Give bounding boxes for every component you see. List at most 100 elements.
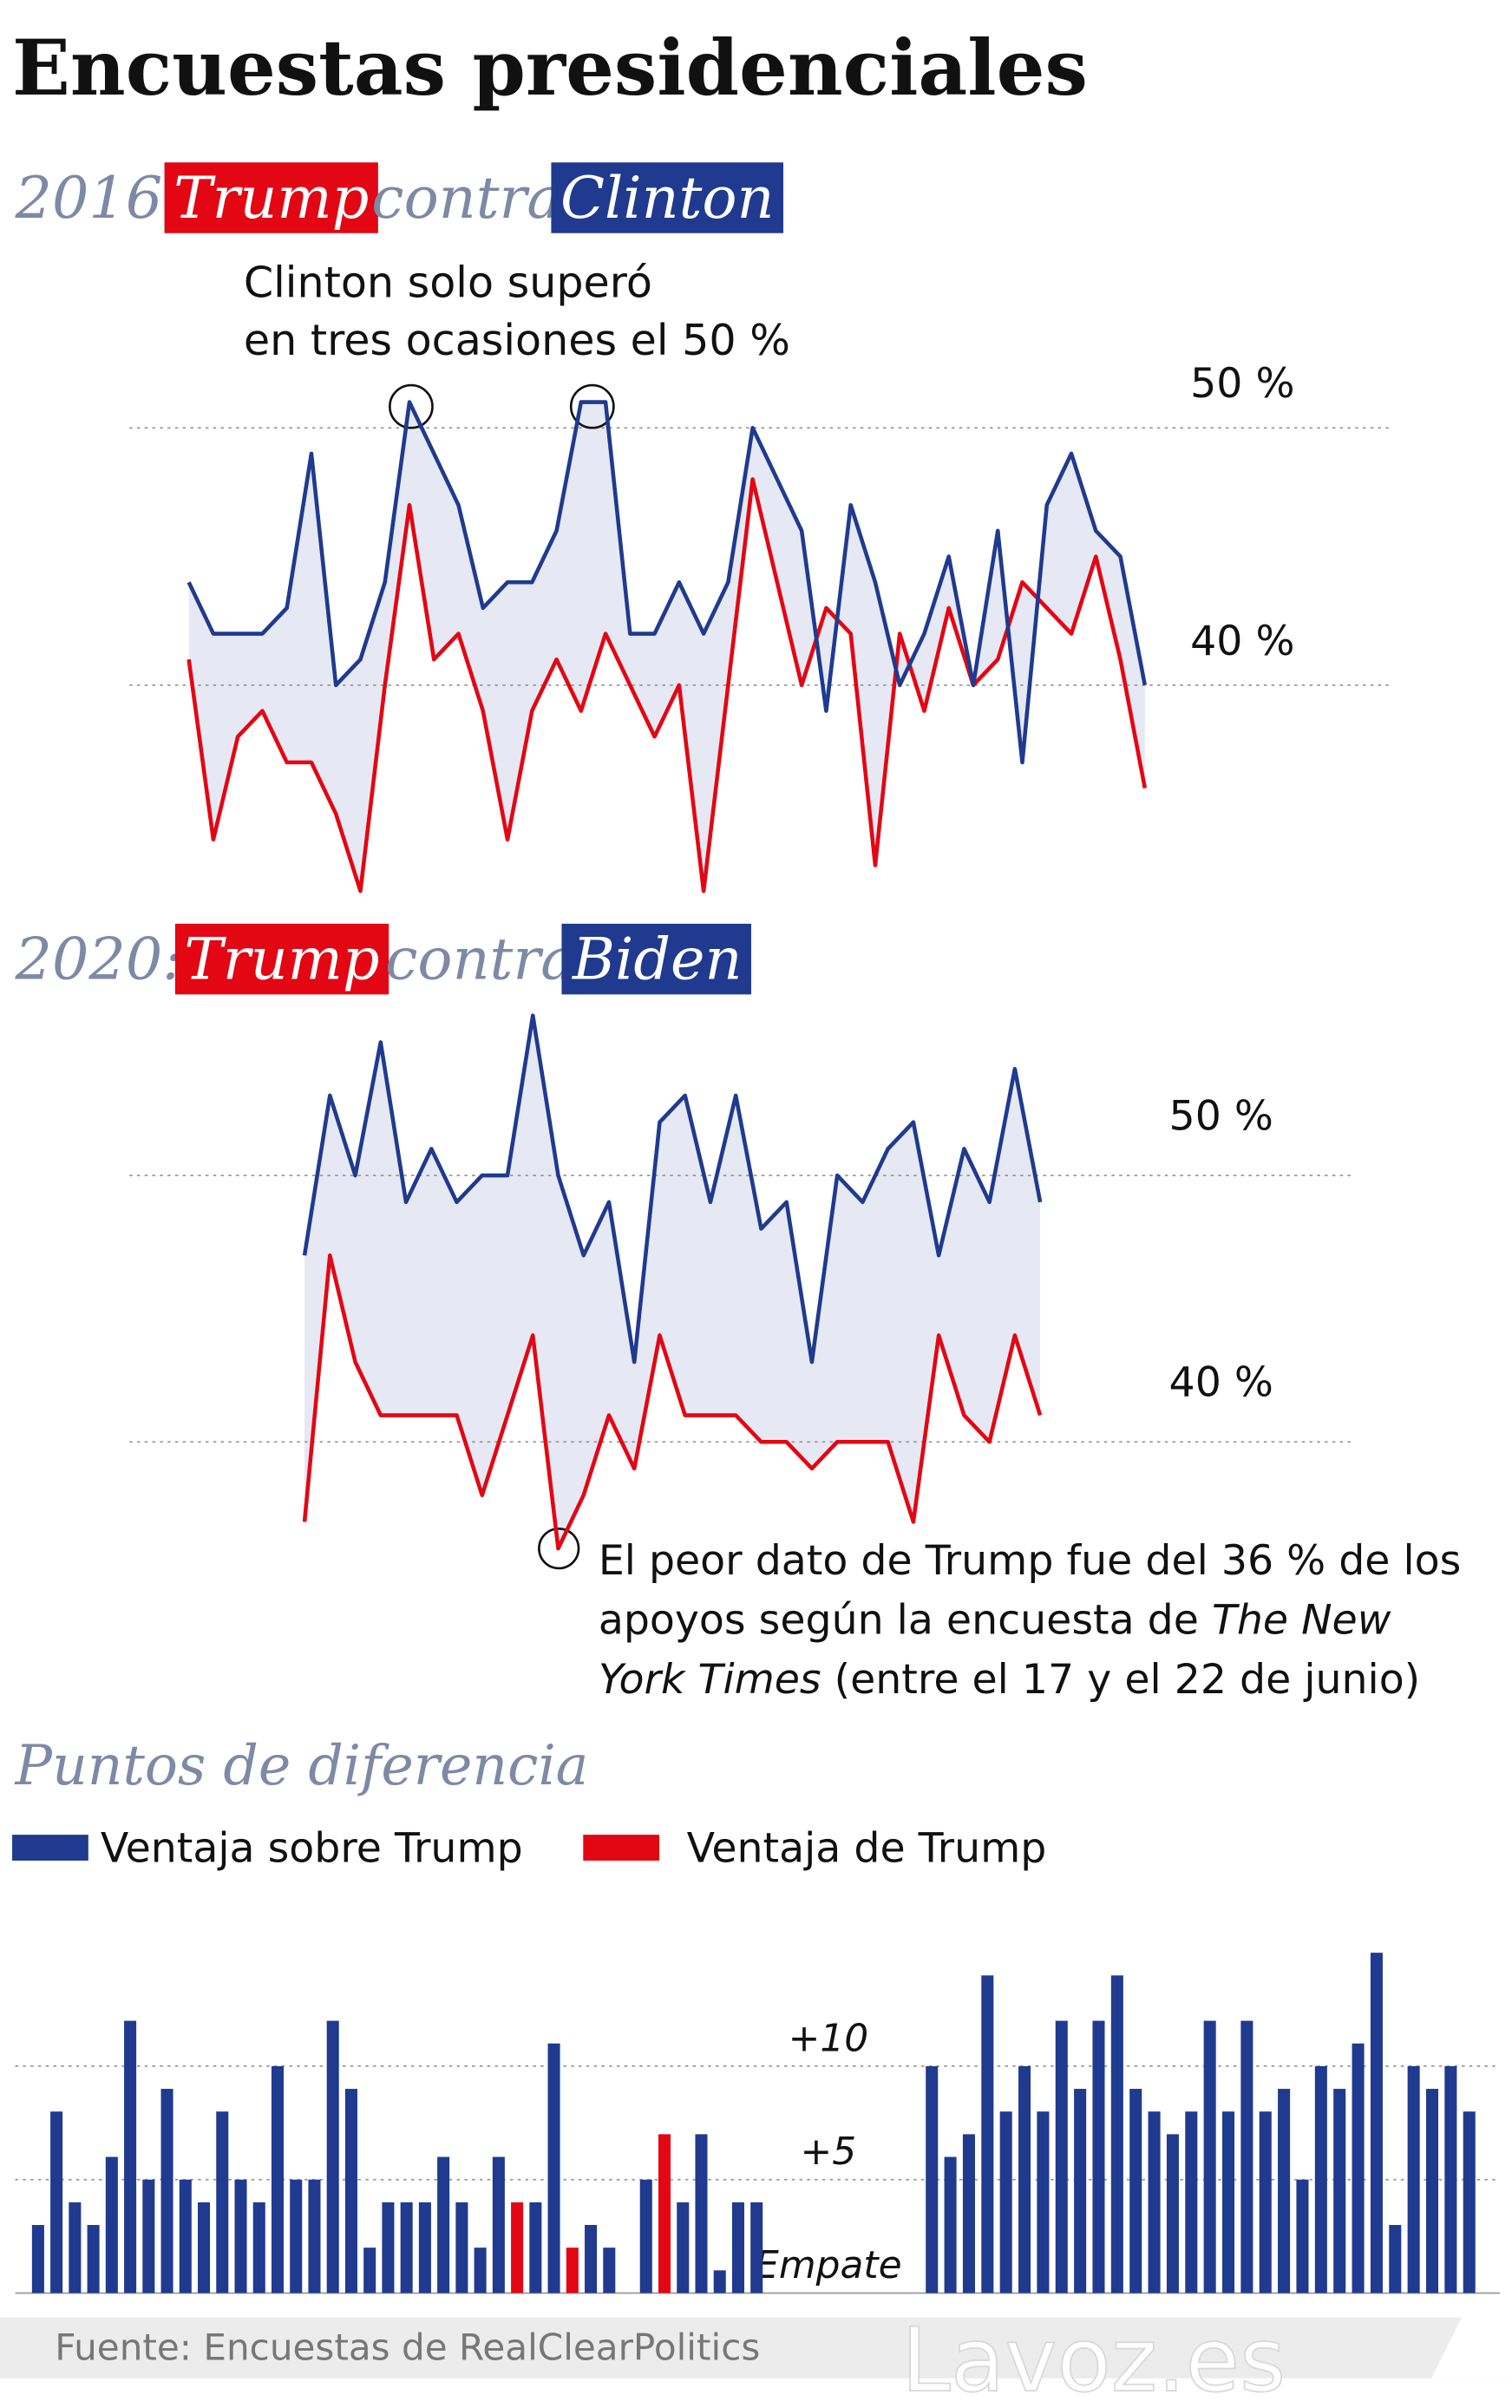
bar [437, 2156, 450, 2293]
bar [547, 2043, 560, 2293]
bar [1203, 2020, 1216, 2293]
bar [142, 2179, 155, 2293]
bar [1425, 2089, 1439, 2293]
bar [713, 2270, 726, 2293]
bar [1444, 2065, 1457, 2293]
annotation: Clinton solo superó [244, 257, 652, 307]
bar [455, 2202, 468, 2293]
series-line [302, 1253, 1043, 1551]
legend-swatch [583, 1835, 660, 1861]
bar [400, 2202, 413, 2293]
footer-cut [1430, 2317, 1512, 2379]
legend-entry: Trump [173, 164, 369, 232]
bar [1352, 2043, 1365, 2293]
highlight-circle [389, 383, 434, 429]
bar [1185, 2111, 1198, 2293]
page-title: Encuestas presidenciales [12, 23, 1088, 113]
bar [1259, 2111, 1272, 2293]
legend-entry: Clinton [560, 164, 775, 232]
y-tick-label: Empate [755, 2243, 901, 2287]
bar [216, 2111, 229, 2293]
bar [1074, 2089, 1087, 2293]
bar [252, 2202, 265, 2293]
subtitle-2020: 2020: Trump contra Biden [15, 923, 751, 995]
bar [124, 2020, 137, 2293]
series-line [187, 477, 1148, 893]
legend-entry: Ventaja sobre Trump [101, 1825, 523, 1873]
bar [69, 2202, 82, 2293]
bar [474, 2248, 487, 2293]
bar [981, 1975, 994, 2293]
annotation: en tres ocasiones el 50 % [244, 315, 790, 365]
bar [585, 2225, 598, 2293]
bar [234, 2179, 247, 2293]
bar [344, 2089, 357, 2293]
bar [1018, 2065, 1031, 2293]
bar [603, 2248, 616, 2293]
bar [1110, 1975, 1123, 2293]
legend-box [174, 923, 389, 995]
bar [926, 2065, 939, 2293]
bar [1222, 2111, 1235, 2293]
legend-entry: Trump [184, 926, 379, 993]
bar [31, 2225, 44, 2293]
annotation-part: York Times [599, 1656, 821, 1704]
subtitle-2016: 2016: Trump contra Clinton [15, 162, 784, 233]
bar [658, 2134, 671, 2293]
bar [50, 2111, 63, 2293]
highlight-circle [569, 383, 615, 429]
bar [731, 2202, 744, 2293]
bar [511, 2202, 524, 2293]
bar [962, 2134, 975, 2293]
band-fill [304, 1015, 1041, 1549]
bar [529, 2202, 542, 2293]
logo: Lavoz.es [901, 2310, 1286, 2408]
highlight-circle [538, 1527, 580, 1570]
bar [1148, 2111, 1161, 2293]
bar [1278, 2089, 1291, 2293]
y-tick-label: 40 % [1190, 618, 1294, 665]
y-tick-label: +5 [801, 2130, 857, 2174]
bar [87, 2225, 100, 2293]
bar [1314, 2065, 1327, 2293]
bar [382, 2202, 395, 2293]
bar [308, 2179, 321, 2293]
y-tick-label: 40 % [1169, 1359, 1273, 1407]
legend-swatch [12, 1835, 88, 1861]
bar [418, 2202, 431, 2293]
bar [677, 2202, 690, 2293]
bar [363, 2248, 376, 2293]
bar [1055, 2020, 1068, 2293]
connector: contra [371, 164, 561, 232]
bar [1333, 2089, 1346, 2293]
bar [1370, 1953, 1383, 2293]
bar [160, 2089, 173, 2293]
series-line [187, 400, 1148, 765]
bar [179, 2179, 192, 2293]
chart-title: Puntos de diferencia [15, 1733, 589, 1797]
bar [290, 2179, 303, 2293]
bar [1389, 2225, 1402, 2293]
annotation: El peor dato de Trump fue del 36 % de lo… [599, 1537, 1462, 1585]
bar [326, 2020, 339, 2293]
bar [1037, 2111, 1050, 2293]
bar [695, 2134, 708, 2293]
legend-entry: Biden [571, 926, 742, 993]
bar [1166, 2134, 1179, 2293]
source: Fuente: Encuestas de RealClearPolitics [55, 2326, 760, 2369]
bar [1407, 2065, 1420, 2293]
bar [999, 2111, 1012, 2293]
bar [105, 2156, 118, 2293]
bar [1463, 2111, 1476, 2293]
legend-box [164, 162, 378, 233]
chart-title: 2020: [15, 926, 182, 993]
legend-box [551, 162, 784, 233]
legend-entry: Ventaja de Trump [687, 1825, 1047, 1873]
bar [750, 2202, 763, 2293]
bar [492, 2156, 505, 2293]
bar [1240, 2020, 1253, 2293]
bar [944, 2156, 957, 2293]
annotation-part: The New [1212, 1596, 1391, 1644]
